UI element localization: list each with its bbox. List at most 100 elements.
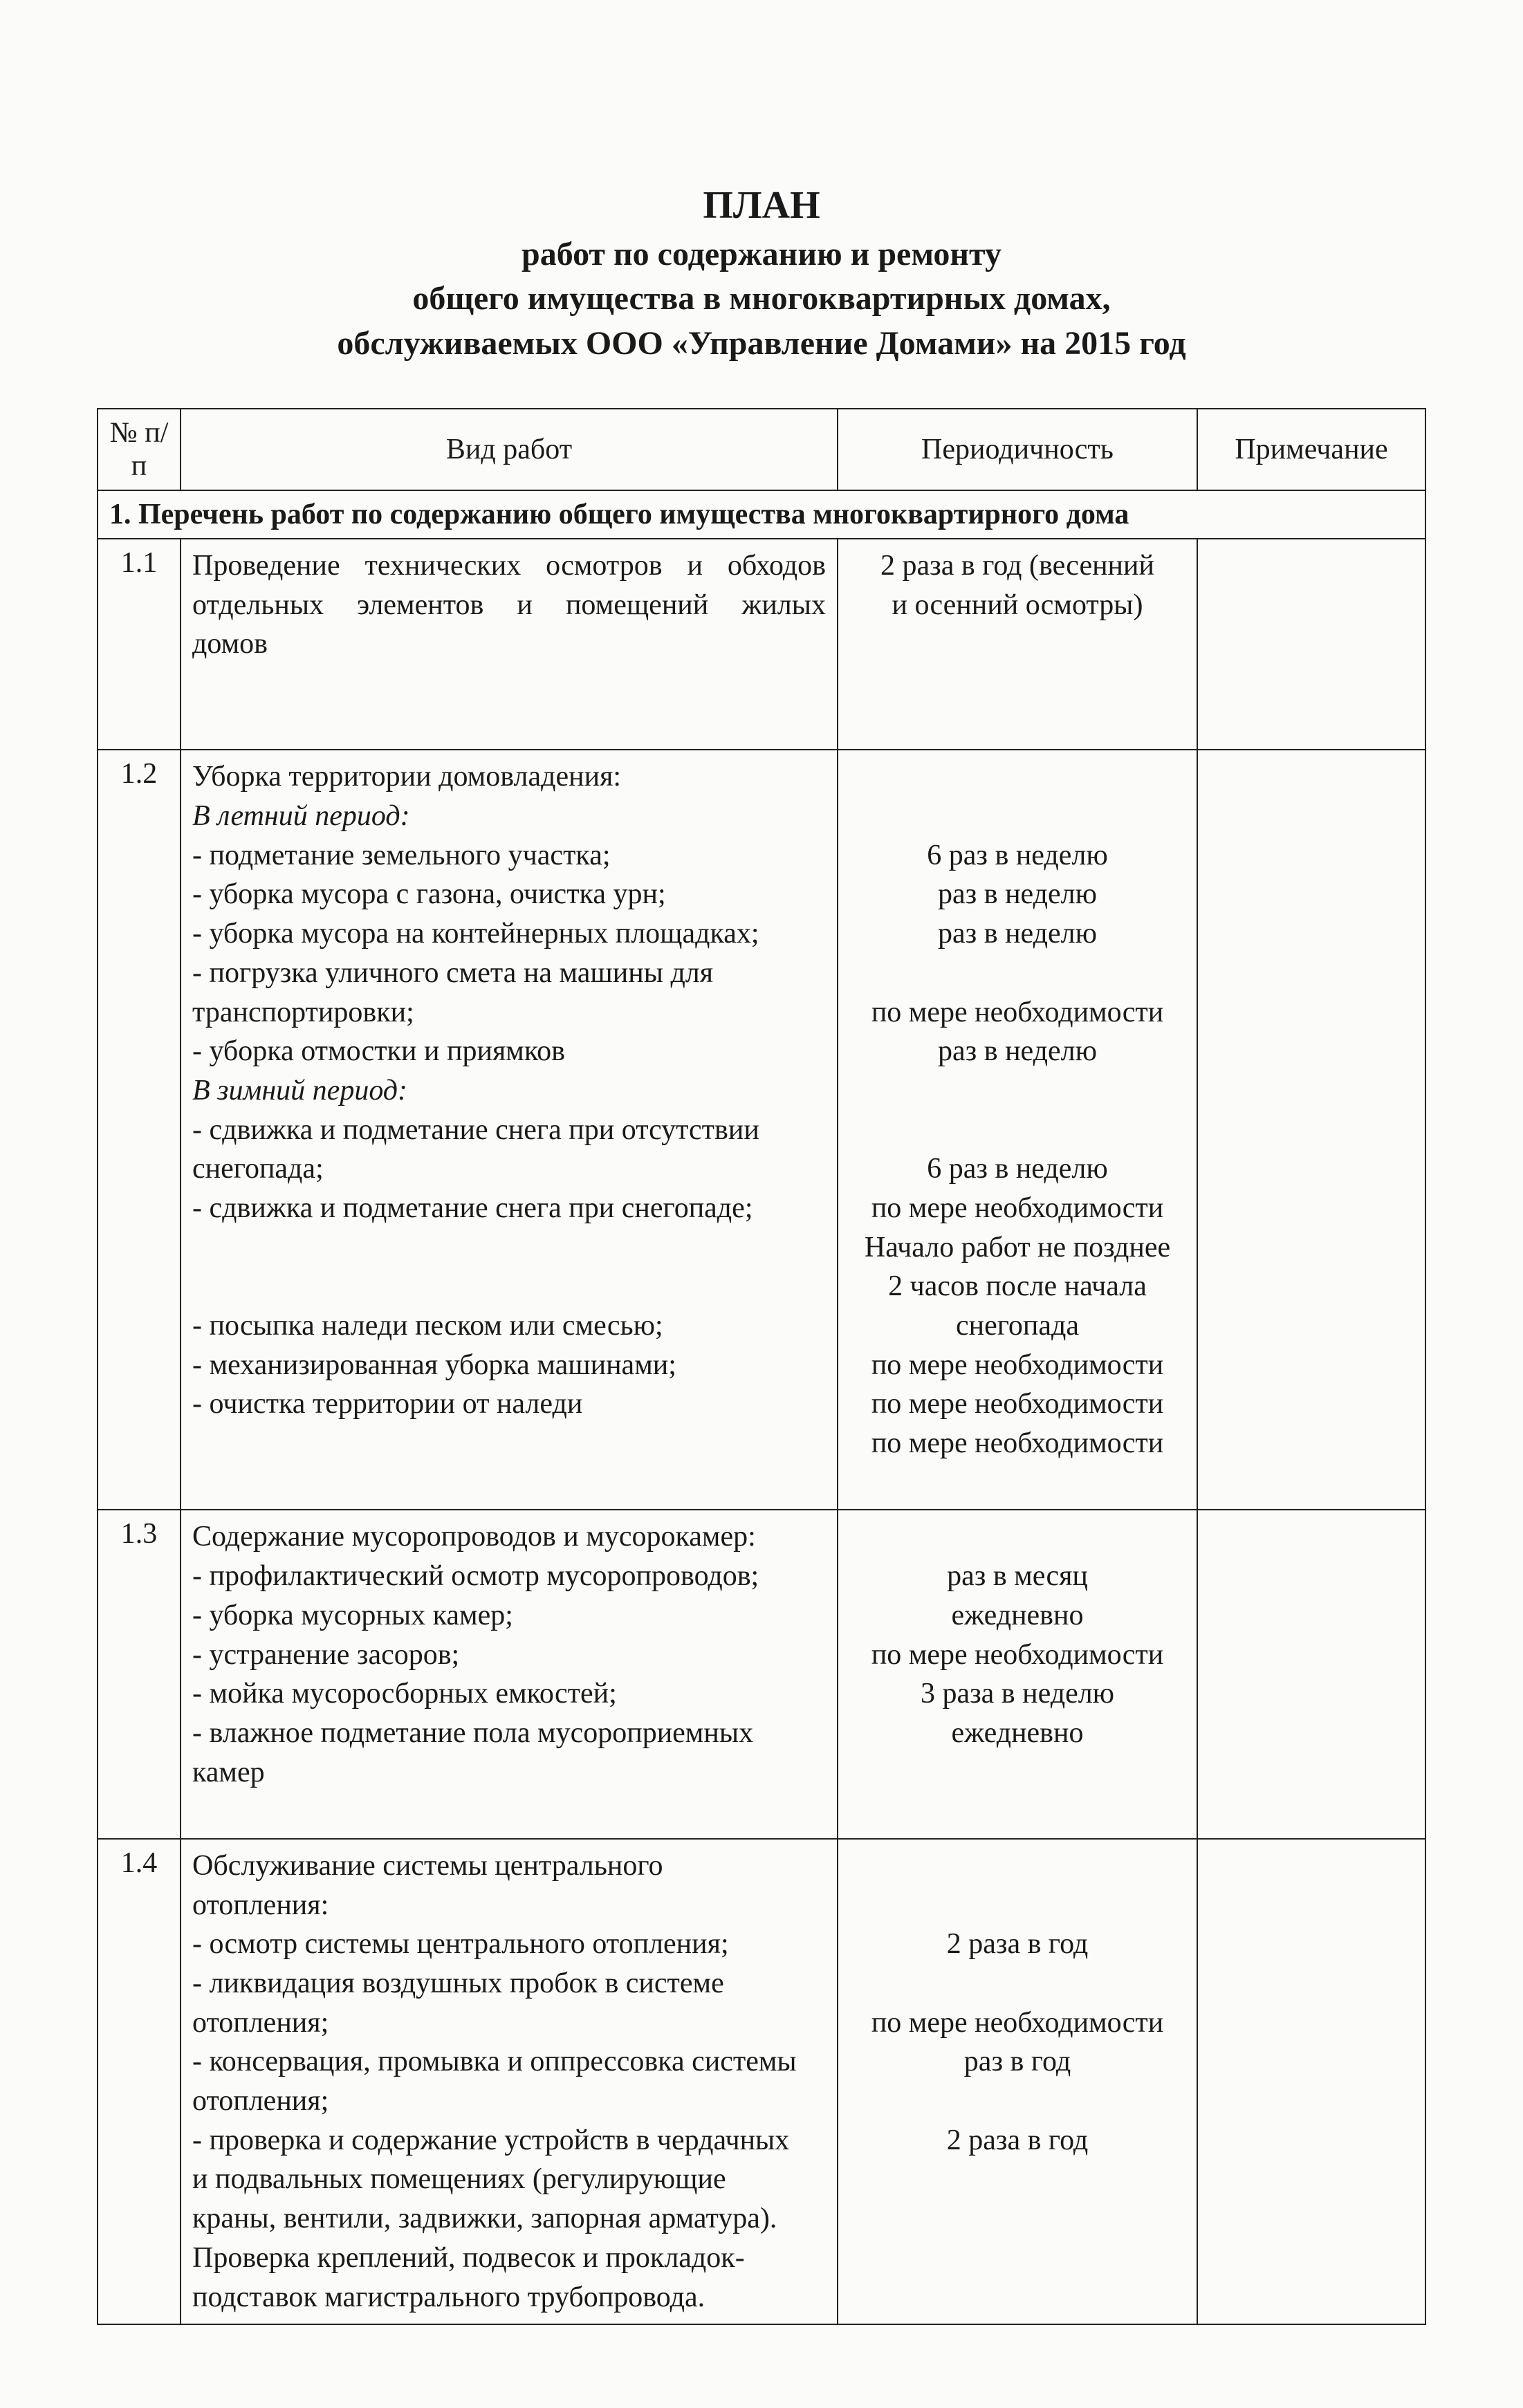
- row-note-cell: [1197, 1510, 1425, 1839]
- work-line: [192, 1463, 826, 1503]
- period-line: по мере необходимости: [849, 1384, 1185, 1424]
- title-block: ПЛАН работ по содержанию и ремонту общег…: [97, 180, 1426, 367]
- work-line: - сдвижка и подметание снега при отсутст…: [192, 1111, 826, 1150]
- work-line: камер: [192, 1753, 826, 1793]
- period-line: [849, 954, 1185, 993]
- work-line: - очистка территории от наледи: [192, 1384, 826, 1424]
- work-line: - уборка мусора на контейнерных площадка…: [192, 914, 826, 954]
- work-line: подставок магистрального трубопровода.: [192, 2278, 826, 2317]
- period-line: 2 раза в год: [849, 2121, 1185, 2160]
- work-line: - уборка мусорных камер;: [192, 1596, 826, 1636]
- title-line-2: работ по содержанию и ремонту: [97, 232, 1426, 277]
- work-line: отопления;: [192, 2003, 826, 2043]
- work-line: - сдвижка и подметание снега при снегопа…: [192, 1189, 826, 1228]
- period-line: ежедневно: [849, 1714, 1185, 1753]
- period-line: 6 раз в неделю: [849, 1149, 1185, 1189]
- period-line: по мере необходимости: [849, 993, 1185, 1032]
- work-block: Проведение технических осмотров и обходо…: [192, 546, 826, 742]
- period-line: [849, 797, 1185, 836]
- period-line: ежедневно: [849, 1596, 1185, 1636]
- period-line: и осенний осмотры): [849, 586, 1185, 625]
- title-line-1: ПЛАН: [97, 180, 1426, 232]
- table-row: 1.1 Проведение технических осмотров и об…: [98, 539, 1425, 750]
- period-line: раз в неделю: [849, 1032, 1185, 1071]
- work-line: Обслуживание системы центрального: [192, 1846, 826, 1886]
- row-num: 1.1: [98, 539, 181, 750]
- work-line: Проверка креплений, подвесок и прокладок…: [192, 2239, 826, 2278]
- period-line: 2 раза в год: [849, 1925, 1185, 1964]
- period-line: снегопада: [849, 1306, 1185, 1346]
- row-work-cell: Проведение технических осмотров и обходо…: [181, 539, 838, 750]
- work-block: Обслуживание системы центральногоотоплен…: [192, 1846, 826, 2317]
- work-line: отопления;: [192, 2082, 826, 2121]
- period-line: раз в год: [849, 2042, 1185, 2082]
- period-line: по мере необходимости: [849, 1346, 1185, 1385]
- work-line: [192, 1792, 826, 1831]
- period-line: раз в неделю: [849, 875, 1185, 914]
- period-line: [849, 1071, 1185, 1111]
- section-row: 1. Перечень работ по содержанию общего и…: [98, 490, 1425, 539]
- period-line: 2 часов после начала: [849, 1267, 1185, 1306]
- plan-table: № п/п Вид работ Периодичность Примечание…: [97, 408, 1426, 2325]
- period-line: раз в неделю: [849, 914, 1185, 954]
- row-num: 1.2: [98, 750, 181, 1510]
- work-line: - уборка отмостки и приямков: [192, 1032, 826, 1071]
- work-line: домов: [192, 624, 826, 664]
- row-period-cell: 2 раза в год (весеннийи осенний осмотры): [838, 539, 1197, 750]
- period-line: по мере необходимости: [849, 2003, 1185, 2043]
- work-line: Проведение технических осмотров и обходо…: [192, 546, 826, 586]
- section-title: 1. Перечень работ по содержанию общего и…: [98, 490, 1425, 539]
- work-line: отдельных элементов и помещений жилых: [192, 586, 826, 625]
- header-num: № п/п: [98, 409, 181, 490]
- row-note-cell: [1197, 750, 1425, 1510]
- period-line: [849, 1886, 1185, 1925]
- period-line: [849, 2082, 1185, 2121]
- work-line: - проверка и содержание устройств в черд…: [192, 2121, 826, 2160]
- period-line: 3 раза в неделю: [849, 1674, 1185, 1714]
- table-row: 1.2 Уборка территории домовладения:В лет…: [98, 750, 1425, 1510]
- header-period: Периодичность: [838, 409, 1197, 490]
- period-line: по мере необходимости: [849, 1189, 1185, 1228]
- document-page: ПЛАН работ по содержанию и ремонту общег…: [0, 0, 1523, 2408]
- period-line: [849, 1517, 1185, 1557]
- row-period-cell: 6 раз в неделюраз в неделюраз в неделю п…: [838, 750, 1197, 1510]
- period-line: по мере необходимости: [849, 1424, 1185, 1463]
- work-line: [192, 703, 826, 743]
- work-line: краны, вентили, задвижки, запорная армат…: [192, 2199, 826, 2239]
- work-line: - посыпка наледи песком или смесью;: [192, 1306, 826, 1346]
- row-period-cell: раз в месяцежедневнопо мере необходимост…: [838, 1510, 1197, 1839]
- table-header-row: № п/п Вид работ Периодичность Примечание: [98, 409, 1425, 490]
- period-line: [849, 1111, 1185, 1150]
- work-line: [192, 1228, 826, 1268]
- period-line: [849, 1964, 1185, 2003]
- table-row: 1.3 Содержание мусоропроводов и мусорока…: [98, 1510, 1425, 1839]
- work-line: - подметание земельного участка;: [192, 836, 826, 876]
- row-note-cell: [1197, 539, 1425, 750]
- period-line: по мере необходимости: [849, 1636, 1185, 1675]
- period-line: Начало работ не позднее: [849, 1228, 1185, 1268]
- row-work-cell: Содержание мусоропроводов и мусорокамер:…: [181, 1510, 838, 1839]
- work-line: Уборка территории домовладения:: [192, 757, 826, 797]
- work-line: [192, 664, 826, 703]
- work-line: [192, 1267, 826, 1306]
- work-line: - ликвидация воздушных пробок в системе: [192, 1964, 826, 2003]
- work-line: и подвальных помещениях (регулирующие: [192, 2160, 826, 2199]
- work-line: - мойка мусоросборных емкостей;: [192, 1674, 826, 1714]
- period-line: 2 раза в год (весенний: [849, 546, 1185, 586]
- row-num: 1.3: [98, 1510, 181, 1839]
- header-work: Вид работ: [181, 409, 838, 490]
- period-line: [849, 757, 1185, 797]
- work-line: - профилактический осмотр мусоропроводов…: [192, 1557, 826, 1596]
- work-line: - влажное подметание пола мусороприемных: [192, 1714, 826, 1753]
- work-block: Содержание мусоропроводов и мусорокамер:…: [192, 1517, 826, 1831]
- header-note: Примечание: [1197, 409, 1425, 490]
- work-line: - устранение засоров;: [192, 1636, 826, 1675]
- work-line: Содержание мусоропроводов и мусорокамер:: [192, 1517, 826, 1557]
- work-line: отопления:: [192, 1886, 826, 1925]
- work-line: транспортировки;: [192, 993, 826, 1032]
- work-line: - уборка мусора с газона, очистка урн;: [192, 875, 826, 914]
- row-work-cell: Уборка территории домовладения:В летний …: [181, 750, 838, 1510]
- period-line: раз в месяц: [849, 1557, 1185, 1596]
- period-line: 6 раз в неделю: [849, 836, 1185, 876]
- title-line-3: общего имущества в многоквартирных домах…: [97, 277, 1426, 322]
